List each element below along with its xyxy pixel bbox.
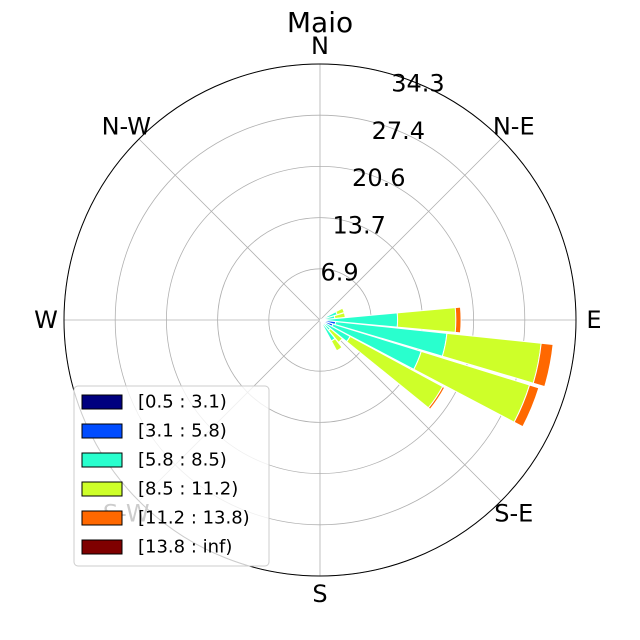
radial-tick-label-1: 13.7 [332, 211, 385, 239]
outer-ring [63, 63, 577, 577]
grid-spoke-1 [319, 138, 502, 321]
direction-label-2: N [311, 32, 329, 60]
bar-sector-7-bin-3 [330, 337, 343, 352]
legend-label-3: [8.5 : 11.2) [138, 479, 238, 500]
legend-swatch-2 [81, 452, 123, 468]
bar-sector-3-bin-4 [532, 342, 554, 388]
legend: [0.5 : 3.1) [3.1 : 5.8) [5.8 : 8.5) [8.5 : … [73, 385, 270, 567]
legend-swatch-5 [81, 539, 123, 555]
bar-sector-4-bin-4 [513, 384, 540, 428]
grid-spoke-3 [138, 138, 321, 321]
wind-bars [319, 306, 554, 428]
radial-tick-label-0: 6.9 [321, 259, 359, 287]
legend-swatch-0 [81, 394, 123, 410]
legend-swatch-1 [81, 423, 123, 439]
bar-sector-2-bin-4 [454, 306, 462, 334]
direction-label-6: S [312, 580, 327, 608]
radial-tick-label-2: 20.6 [352, 164, 405, 192]
bar-sector-5-bin-4 [427, 385, 446, 410]
legend-label-1: [3.1 : 5.8) [138, 421, 227, 442]
radial-tick-labels: 6.9 13.7 20.6 27.4 34.3 [321, 69, 445, 286]
legend-label-0: [0.5 : 3.1) [138, 392, 227, 413]
direction-label-7: S-E [494, 500, 533, 528]
legend-label-4: [11.2 : 13.8) [138, 508, 250, 529]
radial-tick-label-4: 34.3 [391, 69, 444, 97]
direction-label-0: E [586, 306, 601, 334]
direction-label-4: W [34, 306, 58, 334]
chart-title: Maio [287, 6, 353, 39]
legend-label-2: [5.8 : 8.5) [138, 450, 227, 471]
legend-swatch-3 [81, 481, 123, 497]
direction-label-1: N-E [493, 112, 535, 140]
grid-spoke-7 [319, 319, 502, 502]
legend-label-5: [13.8 : inf) [138, 537, 232, 558]
direction-label-3: N-W [102, 112, 151, 140]
legend-box [73, 385, 270, 567]
radial-tick-label-3: 27.4 [372, 117, 425, 145]
legend-swatch-4 [81, 510, 123, 526]
